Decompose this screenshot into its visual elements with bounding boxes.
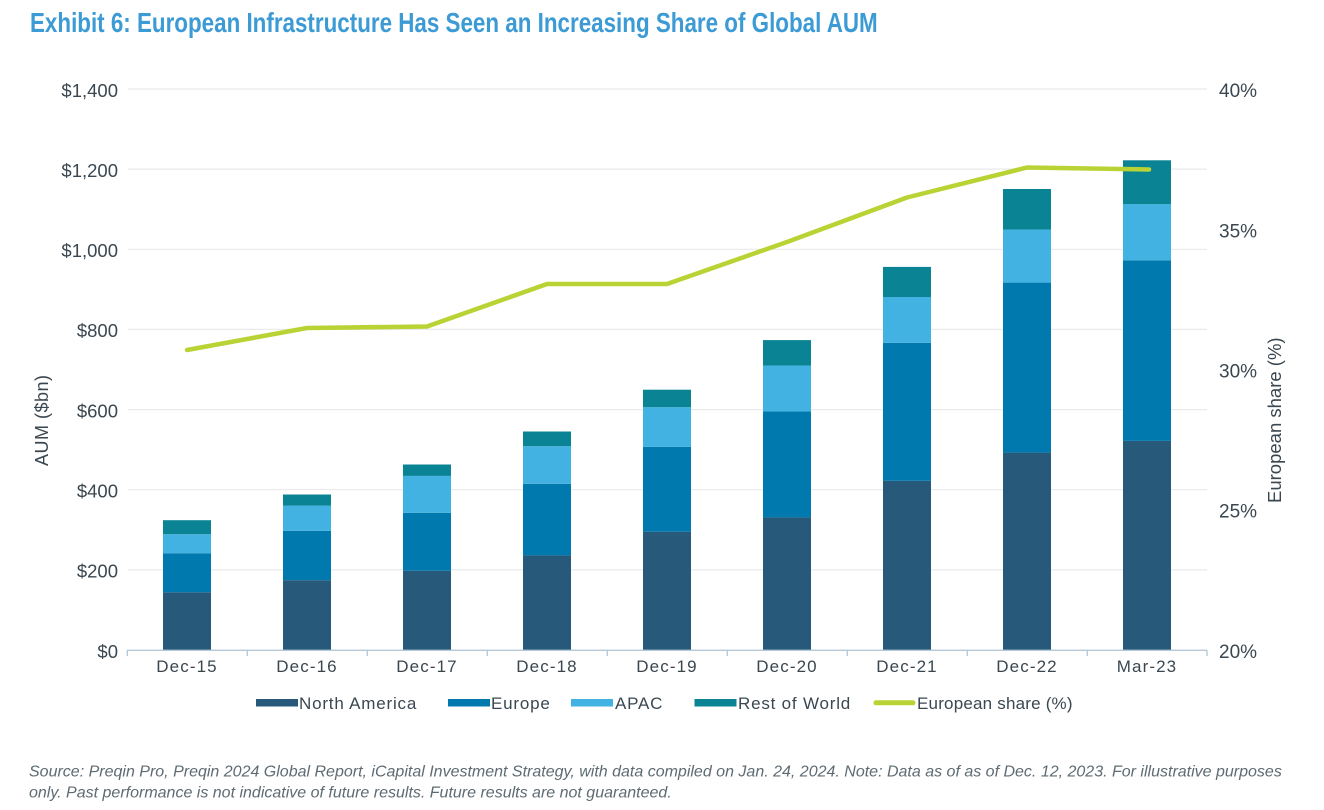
svg-text:Dec-22: Dec-22 [996, 657, 1057, 676]
svg-text:$800: $800 [77, 320, 118, 341]
svg-text:European share (%): European share (%) [917, 694, 1073, 713]
svg-text:$200: $200 [77, 561, 118, 582]
svg-text:Dec-15: Dec-15 [156, 657, 217, 676]
svg-text:$0: $0 [97, 641, 118, 662]
svg-text:Dec-16: Dec-16 [276, 657, 337, 676]
svg-text:APAC: APAC [615, 694, 663, 713]
svg-text:Dec-17: Dec-17 [396, 657, 457, 676]
svg-text:AUM ($bn): AUM ($bn) [32, 374, 52, 466]
svg-text:20%: 20% [1219, 642, 1257, 663]
svg-text:North America: North America [299, 694, 417, 713]
svg-text:$400: $400 [77, 481, 118, 502]
svg-text:Dec-21: Dec-21 [876, 657, 937, 676]
svg-text:$1,200: $1,200 [61, 160, 118, 181]
svg-text:$1,400: $1,400 [61, 80, 118, 101]
svg-text:Europe: Europe [491, 694, 551, 713]
svg-text:25%: 25% [1219, 502, 1257, 523]
svg-text:Source: Preqin Pro, Preqin 202: Source: Preqin Pro, Preqin 2024 Global R… [29, 764, 1282, 781]
svg-text:40%: 40% [1219, 81, 1257, 102]
svg-text:Dec-18: Dec-18 [516, 657, 577, 676]
svg-text:Dec-19: Dec-19 [636, 657, 697, 676]
svg-text:European share (%): European share (%) [1264, 337, 1285, 503]
svg-text:Dec-20: Dec-20 [756, 657, 817, 676]
svg-text:Exhibit 6: European Infrastruc: Exhibit 6: European Infrastructure Has S… [30, 8, 878, 39]
svg-text:$1,000: $1,000 [61, 240, 118, 261]
svg-text:30%: 30% [1219, 362, 1257, 383]
svg-text:35%: 35% [1219, 221, 1257, 242]
svg-text:$600: $600 [77, 400, 118, 421]
svg-text:Mar-23: Mar-23 [1117, 657, 1177, 676]
svg-text:only. Past performance is not: only. Past performance is not indicative… [29, 785, 672, 802]
svg-text:Rest of World: Rest of World [738, 694, 851, 713]
